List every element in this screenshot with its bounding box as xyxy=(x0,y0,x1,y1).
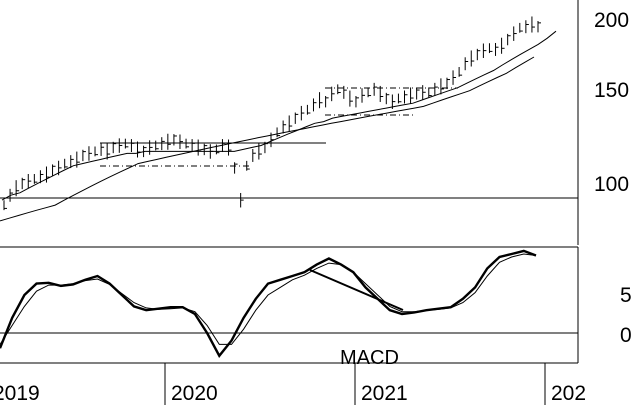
macd-line xyxy=(0,249,537,358)
price-bar xyxy=(422,85,426,100)
price-bar xyxy=(343,85,347,99)
y-tick-label: 200 xyxy=(594,9,629,32)
price-panel: 200 150 100 xyxy=(0,0,629,248)
price-bar xyxy=(112,141,117,154)
price-bar xyxy=(349,90,353,107)
y-tick-label: 100 xyxy=(594,173,629,196)
price-bar xyxy=(82,149,86,162)
price-bar xyxy=(288,115,293,132)
price-bar xyxy=(185,138,190,149)
price-bar xyxy=(179,134,183,149)
price-bar xyxy=(130,139,135,153)
price-bar xyxy=(94,146,99,157)
price-bar xyxy=(21,177,26,190)
price-bar xyxy=(88,146,92,161)
price-bar xyxy=(197,139,202,156)
price-bar xyxy=(27,173,32,189)
price-bar xyxy=(507,33,511,46)
price-bar xyxy=(45,166,50,183)
price-bar xyxy=(155,140,159,151)
x-tick-label: 2019 xyxy=(0,382,40,405)
price-bar xyxy=(173,134,177,146)
y-tick-label: 150 xyxy=(594,79,629,102)
price-bar xyxy=(361,88,366,103)
price-bar xyxy=(464,57,469,71)
moving-average-long-line xyxy=(0,56,535,222)
price-bar xyxy=(531,16,535,33)
price-bar xyxy=(118,138,123,153)
price-bar xyxy=(282,120,287,134)
price-bar xyxy=(276,127,281,138)
x-tick-label: 2020 xyxy=(171,382,218,405)
price-bar xyxy=(312,98,317,112)
price-bar xyxy=(300,105,305,121)
price-bar xyxy=(519,22,523,33)
price-bar xyxy=(161,137,165,151)
x-axis: 2019 2020 2021 202 xyxy=(0,363,586,405)
price-bar xyxy=(246,160,250,171)
y-tick-label: 5 xyxy=(620,284,632,307)
price-bar xyxy=(410,87,414,104)
price-bar xyxy=(325,96,329,108)
signal-line xyxy=(0,253,537,345)
macd-panel: MACD 5 0 xyxy=(0,247,632,369)
price-bar xyxy=(452,70,457,85)
price-bar xyxy=(191,139,196,153)
price-bar xyxy=(124,138,129,149)
price-bar xyxy=(379,85,384,102)
price-bar xyxy=(355,96,359,108)
price-bar xyxy=(470,50,475,67)
x-tick-label: 202 xyxy=(551,382,586,405)
price-bar xyxy=(513,26,517,41)
price-bar xyxy=(440,78,444,95)
price-bar xyxy=(428,87,432,98)
price-bar xyxy=(70,155,74,169)
price-bar xyxy=(294,112,299,124)
price-bar xyxy=(446,77,450,90)
price-bar xyxy=(385,92,390,105)
price-bars xyxy=(3,16,541,211)
price-bar xyxy=(33,174,38,184)
price-bar xyxy=(106,143,111,160)
price-bar xyxy=(537,21,541,33)
price-bar xyxy=(252,149,256,162)
price-bar xyxy=(39,170,44,184)
price-bar xyxy=(397,93,402,104)
macd-title: MACD xyxy=(340,347,399,369)
price-bar xyxy=(167,133,171,150)
price-bar xyxy=(501,37,505,54)
price-bar xyxy=(149,140,153,155)
moving-average-short-line xyxy=(1,30,557,201)
price-bar xyxy=(64,158,68,169)
price-bar xyxy=(228,139,232,156)
price-bar xyxy=(3,200,7,211)
x-tick-label: 2021 xyxy=(361,382,408,405)
price-bar xyxy=(306,104,311,115)
price-bar xyxy=(100,143,105,156)
price-bar xyxy=(404,90,408,104)
price-bar xyxy=(367,87,372,98)
price-bar xyxy=(137,141,141,158)
y-tick-label: 0 xyxy=(620,324,632,347)
price-bar xyxy=(234,162,238,174)
price-bar xyxy=(495,42,499,56)
price-bar xyxy=(373,82,378,96)
price-bar xyxy=(240,192,244,208)
price-bar xyxy=(416,88,420,100)
price-bar xyxy=(458,67,463,77)
price-bar xyxy=(476,48,481,61)
price-bar xyxy=(434,82,438,96)
price-bar xyxy=(52,164,56,176)
price-bar xyxy=(331,86,335,102)
macd-trendline xyxy=(309,269,404,311)
price-bar xyxy=(488,43,493,54)
price-bar xyxy=(525,20,529,34)
price-bar xyxy=(319,92,323,109)
price-bar xyxy=(482,43,487,58)
price-bar xyxy=(337,84,341,95)
